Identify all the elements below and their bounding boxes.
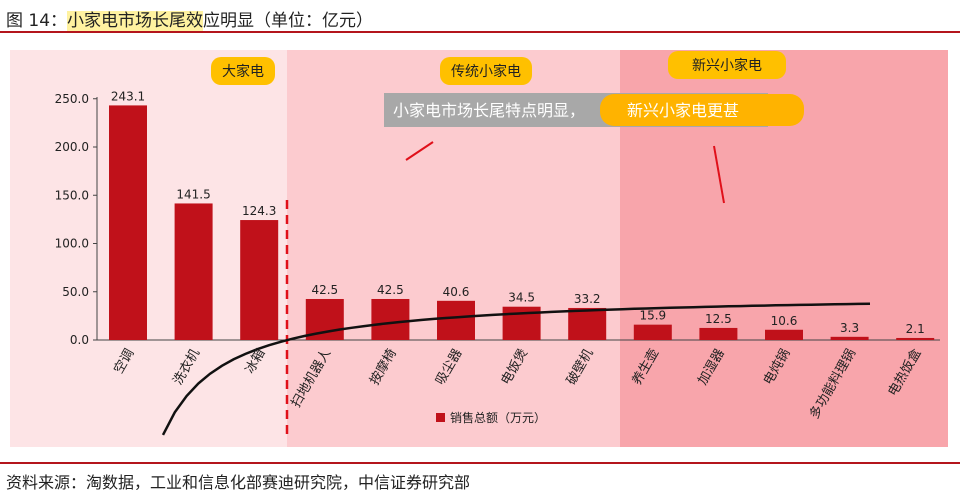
data-label: 243.1 [111, 89, 145, 103]
bar [371, 298, 410, 340]
data-label: 33.2 [574, 292, 601, 306]
data-label: 12.5 [705, 312, 732, 326]
bar [830, 336, 869, 340]
figure-title-suffix: 应明显（单位：亿元） [203, 11, 374, 31]
figure-title: 图 14：小家电市场长尾效应明显（单位：亿元） [6, 6, 373, 31]
figure-title-highlight: 小家电市场长尾效 [67, 11, 204, 31]
legend-swatch [436, 413, 445, 422]
bar [633, 324, 672, 340]
data-label: 42.5 [377, 283, 404, 297]
zone-pill-2 [668, 51, 786, 79]
zone-label-0: 大家电 [222, 63, 264, 80]
data-label: 124.3 [242, 204, 276, 218]
bar [699, 327, 738, 340]
callout-text-1: 小家电市场长尾特点明显， [393, 101, 585, 120]
source-note: 资料来源：淘数据，工业和信息化部赛迪研究院，中信证券研究部 [6, 473, 471, 492]
bar [765, 329, 803, 340]
data-label: 2.1 [906, 322, 925, 336]
legend-label: 销售总额（万元） [450, 410, 546, 425]
zone-pill-0 [211, 57, 275, 85]
y-tick-label: 100.0 [55, 237, 89, 251]
callout: 小家电市场长尾特点明显， 新兴小家电更甚 [384, 93, 804, 204]
bar [109, 105, 147, 340]
figure-title-prefix: 图 14： [6, 11, 68, 31]
bar [568, 307, 607, 340]
data-label: 40.6 [443, 285, 470, 299]
data-label: 42.5 [311, 283, 338, 297]
callout-text-2: 新兴小家电更甚 [627, 101, 739, 120]
y-tick-label: 250.0 [55, 92, 89, 106]
bar [437, 300, 475, 340]
bar [896, 337, 935, 340]
zone-pill-1 [440, 57, 532, 85]
long-tail-chart: 0.0 50.0 100.0 150.0 200.0 250.0 243.1 141.5 12… [10, 50, 948, 447]
trend-curve [161, 302, 871, 436]
data-label: 10.6 [771, 314, 798, 328]
zone-labels: 大家电 传统小家电 新兴小家电 [211, 51, 786, 85]
legend: 销售总额（万元） [436, 410, 546, 425]
bar [174, 203, 213, 340]
data-label: 3.3 [840, 321, 859, 335]
zone-label-1: 传统小家电 [451, 63, 521, 80]
callout-pointer-right [713, 145, 725, 204]
data-label: 15.9 [639, 309, 666, 323]
data-label: 141.5 [176, 187, 210, 201]
data-label: 34.5 [508, 291, 535, 305]
trend-line [161, 302, 871, 436]
bar-series [109, 105, 935, 340]
bar [240, 220, 279, 340]
y-tick-label: 150.0 [55, 188, 89, 202]
data-labels: 243.1 141.5 124.3 42.5 42.5 40.6 34.5 33.2 15.9 1… [111, 89, 925, 336]
y-tick-label: 0.0 [70, 333, 89, 347]
zone-label-2: 新兴小家电 [692, 57, 762, 74]
y-tick-label: 50.0 [62, 285, 89, 299]
bottom-rule [0, 462, 960, 464]
top-rule [0, 31, 960, 33]
callout-pointer-left [405, 141, 434, 161]
y-tick-label: 200.0 [55, 140, 89, 154]
callout-highlight-bg [600, 94, 804, 126]
